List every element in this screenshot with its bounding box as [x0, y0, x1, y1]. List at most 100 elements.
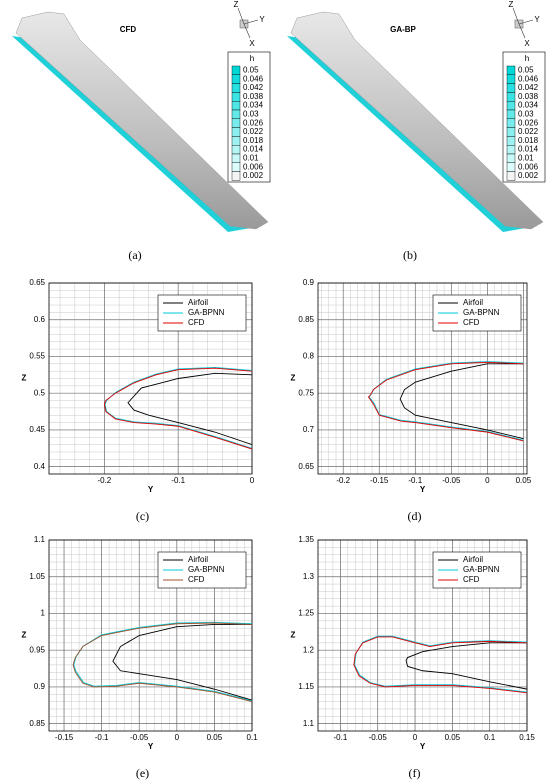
colorbar-label: 0.034	[243, 101, 264, 110]
colorbar-label: 0.014	[518, 145, 539, 154]
y-tick-label: 1.3	[303, 572, 315, 581]
triad-label: Z	[234, 0, 239, 9]
series-line	[72, 622, 252, 703]
triad-label: Y	[534, 15, 540, 24]
colorbar-label: 0.018	[518, 136, 539, 145]
legend-label: Airfoil	[463, 298, 483, 307]
plot-frame	[48, 282, 253, 475]
colorbar-swatch	[506, 83, 516, 93]
y-tick-label: 0.9	[303, 278, 315, 287]
legend-label: GA-BPNN	[463, 308, 500, 317]
y-tick-label: 0.65	[298, 462, 314, 471]
x-axis-label: Y	[420, 485, 426, 494]
legend-label: GA-BPNN	[188, 308, 225, 317]
x-tick-label: 0	[250, 476, 255, 485]
y-tick-label: 0.85	[298, 315, 314, 324]
colorbar-swatch	[231, 162, 241, 172]
series-line	[103, 367, 252, 450]
colorbar-swatch	[506, 127, 516, 137]
x-tick-label: -0.15	[55, 733, 74, 742]
colorbar-label: 0.01	[518, 154, 534, 163]
triad-label: Z	[509, 0, 514, 9]
colorbar-label: 0.038	[243, 92, 264, 101]
y-tick-label: 0.85	[29, 719, 45, 728]
legend-label: CFD	[188, 575, 205, 584]
legend-label: CFD	[463, 318, 480, 327]
render-title: CFD	[120, 25, 137, 34]
blade-render: CFD Z Y Xh 0.050.0460.0420.0380.0340.030.026…	[12, 0, 271, 232]
y-tick-label: 0.9	[34, 682, 46, 691]
colorbar-label: 0.006	[518, 162, 539, 171]
plot-frame	[48, 539, 253, 732]
colorbar-swatch	[506, 162, 516, 172]
panel-label: (d)	[408, 509, 422, 523]
series-line	[127, 372, 252, 446]
colorbar-swatch	[506, 136, 516, 146]
colorbar-swatch	[506, 118, 516, 128]
colorbar-swatch	[231, 118, 241, 128]
x-tick-label: -0.1	[333, 733, 347, 742]
y-axis-label: Z	[291, 374, 296, 383]
legend-label: Airfoil	[463, 555, 483, 564]
legend-label: Airfoil	[188, 298, 208, 307]
y-tick-label: 0.75	[298, 388, 314, 397]
x-tick-label: -0.2	[97, 476, 111, 485]
series-line	[368, 361, 524, 441]
x-axis-label: Y	[420, 742, 426, 751]
triad-axis	[512, 7, 520, 25]
x-tick-label: -0.15	[370, 476, 389, 485]
colorbar-label: 0.014	[243, 145, 264, 154]
plot-frame	[317, 539, 528, 732]
colorbar-label: 0.01	[243, 154, 259, 163]
y-tick-label: 1.1	[303, 719, 315, 728]
series-lines	[72, 621, 252, 703]
colorbar-label: 0.006	[243, 162, 264, 171]
x-tick-label: 0.1	[484, 733, 496, 742]
plot-frame	[317, 282, 528, 475]
x-tick-label: -0.05	[130, 733, 149, 742]
y-axis-label: Z	[22, 631, 27, 640]
x-tick-label: -0.1	[95, 733, 109, 742]
y-tick-label: 1.1	[34, 535, 46, 544]
colorbar-title: h	[525, 54, 529, 63]
colorbar-label: 0.05	[518, 66, 534, 75]
colorbar-label: 0.034	[518, 101, 539, 110]
y-tick-label: 0.8	[303, 352, 315, 361]
colorbar-label: 0.026	[243, 118, 264, 127]
colorbar-swatch	[231, 136, 241, 146]
x-tick-label: -0.1	[171, 476, 185, 485]
colorbar-swatch	[506, 109, 516, 120]
legend-label: CFD	[463, 575, 480, 584]
legend-label: CFD	[188, 318, 205, 327]
legend-label: GA-BPNN	[463, 565, 500, 574]
x-tick-label: 0.1	[246, 733, 258, 742]
triad-axis	[518, 19, 534, 25]
triad-axis	[243, 23, 251, 39]
triad-axis	[237, 7, 245, 25]
y-tick-label: 1.05	[29, 572, 45, 581]
series-line	[405, 642, 527, 690]
x-tick-label: -0.1	[408, 476, 422, 485]
series-line	[104, 367, 252, 449]
colorbar-label: 0.022	[518, 127, 539, 136]
y-tick-label: 0.65	[29, 278, 45, 287]
series-lines	[353, 635, 527, 694]
colorbar-label: 0.038	[518, 92, 539, 101]
x-tick-label: 0.15	[519, 733, 535, 742]
triad-label: Y	[259, 15, 265, 24]
legend-label: GA-BPNN	[188, 565, 225, 574]
colorbar-swatch	[506, 100, 516, 111]
colorbar-label: 0.03	[243, 110, 259, 119]
colorbar-swatch	[231, 65, 241, 76]
colorbar-swatch	[231, 144, 241, 155]
triad-label: X	[249, 39, 255, 48]
x-tick-label: 0.05	[516, 476, 532, 485]
panel-label: (e)	[136, 766, 149, 780]
series-lines	[103, 367, 252, 450]
y-tick-label: 1.35	[298, 535, 314, 544]
x-tick-label: 0	[175, 733, 180, 742]
legend-label: Airfoil	[188, 555, 208, 564]
colorbar-label: 0.026	[518, 118, 539, 127]
colorbar-label: 0.002	[518, 171, 539, 180]
